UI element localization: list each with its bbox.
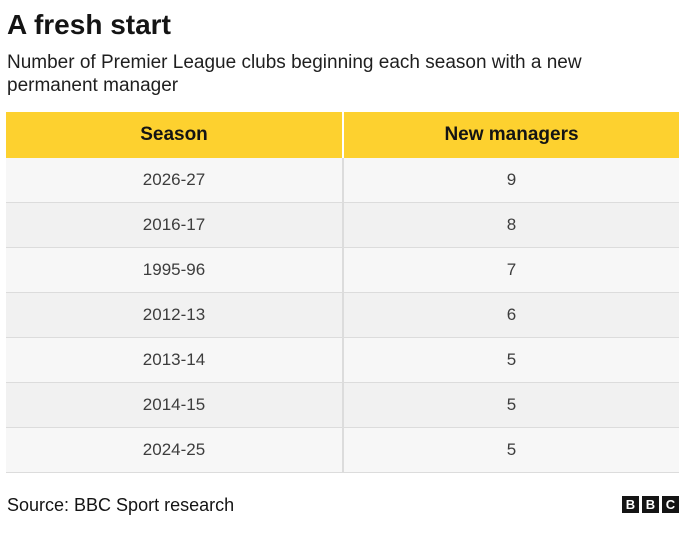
bbc-logo-block: B xyxy=(642,496,659,513)
new-managers-cell: 5 xyxy=(343,337,679,383)
new-managers-cell: 7 xyxy=(343,247,679,293)
bbc-logo-block: C xyxy=(662,496,679,513)
new-managers-cell: 6 xyxy=(343,292,679,338)
new-managers-cell: 5 xyxy=(343,382,679,428)
new-managers-cell: 5 xyxy=(343,427,679,473)
column-header-season: Season xyxy=(6,112,344,158)
table-row: 2024-25 5 xyxy=(6,427,679,473)
table-row: 2012-13 6 xyxy=(6,292,679,338)
new-managers-cell: 9 xyxy=(343,158,679,203)
column-header-new-managers: New managers xyxy=(343,112,679,158)
table-body: 2026-27 9 2016-17 8 1995-96 7 2012-13 6 2013-14 5… xyxy=(6,158,679,473)
season-cell: 2026-27 xyxy=(6,158,344,203)
table-row: 2026-27 9 xyxy=(6,158,679,203)
season-cell: 2012-13 xyxy=(6,292,344,338)
chart-subtitle: Number of Premier League clubs beginning… xyxy=(7,52,582,96)
season-cell: 2013-14 xyxy=(6,337,344,383)
season-cell: 2014-15 xyxy=(6,382,344,428)
source-note: Source: BBC Sport research xyxy=(7,495,235,515)
table-row: 2016-17 8 xyxy=(6,202,679,248)
season-cell: 2024-25 xyxy=(6,427,344,473)
table-header-row: Season New managers xyxy=(6,112,679,158)
chart-title: A fresh start xyxy=(7,9,171,40)
table-row: 2014-15 5 xyxy=(6,382,679,428)
new-managers-cell: 8 xyxy=(343,202,679,248)
season-cell: 2016-17 xyxy=(6,202,344,248)
season-cell: 1995-96 xyxy=(6,247,344,293)
bbc-logo: B B C xyxy=(622,496,679,513)
table-row: 1995-96 7 xyxy=(6,247,679,293)
bbc-logo-block: B xyxy=(622,496,639,513)
table-row: 2013-14 5 xyxy=(6,337,679,383)
data-table: Season New managers 2026-27 9 2016-17 8 1995… xyxy=(6,112,679,473)
